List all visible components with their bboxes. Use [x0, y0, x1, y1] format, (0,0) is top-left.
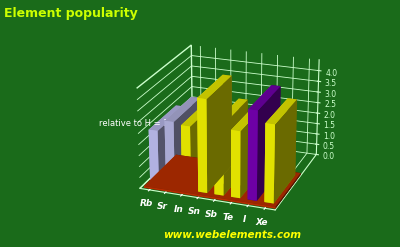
Text: www.webelements.com: www.webelements.com: [163, 230, 301, 240]
Text: Element popularity: Element popularity: [4, 7, 138, 21]
